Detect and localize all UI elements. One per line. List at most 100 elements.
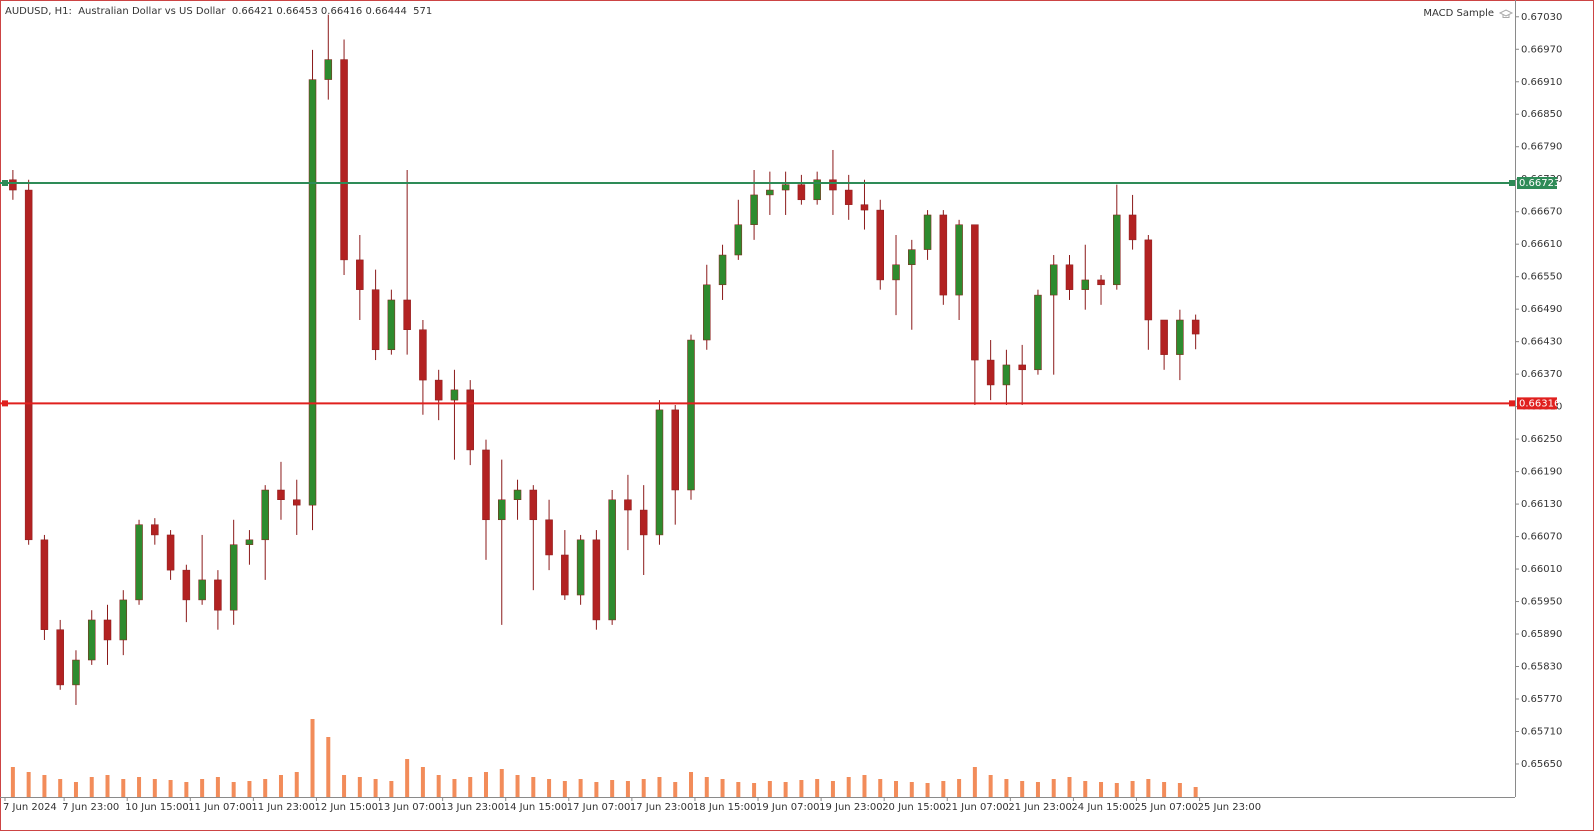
candle-body [545,519,553,556]
y-tick-label: 0.66610 [1521,239,1562,250]
volume-bar [736,782,741,797]
level-marker [1509,400,1515,407]
y-tick-label: 0.66130 [1521,499,1562,510]
candle-body [1065,264,1074,290]
volume-bar [1035,782,1040,797]
candle-body [876,209,884,281]
volume-bar [846,777,851,797]
candle-body [1144,239,1153,321]
volume-bar [562,781,567,797]
volume-bar [941,781,946,797]
candle-body [229,544,238,611]
volume-bar [1193,787,1198,797]
volume-bar [342,775,347,797]
volume-bar [641,779,646,797]
volume-bar [657,777,662,797]
x-tick-label: 17 Jun 23:00 [630,802,694,813]
volume-bar [1177,783,1182,797]
y-tick-label: 0.65650 [1521,759,1562,770]
volume-bar [610,780,615,797]
candle-body [466,389,474,451]
volume-bar [1051,779,1056,797]
candle-body [1097,279,1105,286]
volume-bar [1004,779,1009,797]
candle-body [245,539,254,545]
candle-body [419,329,427,381]
candle-body [844,189,853,205]
volume-bar [89,777,94,797]
candle-body [1081,279,1090,290]
y-tick-label: 0.67030 [1521,12,1562,23]
candle-body [923,214,932,250]
candle-body [1002,364,1011,386]
volume-bar [73,782,78,797]
candle-body [1049,264,1058,296]
candle-body [671,409,679,491]
candle-body [955,224,963,296]
volume-bar [894,781,899,797]
candle-body [687,339,695,491]
level-marker [2,400,8,407]
volume-bar [152,779,157,797]
candle-body [371,289,380,351]
volume-bar [815,779,820,797]
candle-body [1128,214,1137,241]
candle-body [624,499,632,511]
candle-body [56,629,64,686]
volume-bar [862,775,867,797]
candle-body [135,524,143,601]
volume-bar [799,780,804,797]
level-label: 0.66723 [1519,178,1560,189]
y-tick-label: 0.65890 [1521,629,1562,640]
candle-body [450,389,459,401]
volume-bar [278,775,283,797]
candle-body [387,299,396,351]
volume-bar [215,777,220,797]
candle-body [292,499,301,506]
y-tick-label: 0.66670 [1521,207,1562,218]
candle-body [403,299,411,330]
volume-bar [483,772,488,797]
y-tick-label: 0.66250 [1521,434,1562,445]
volume-bar [452,779,457,797]
y-tick-label: 0.66490 [1521,304,1562,315]
y-tick-label: 0.66430 [1521,337,1562,348]
candle-body [214,579,222,611]
volume-bar [925,783,930,797]
volume-bar [689,772,694,797]
candle-body [797,184,806,201]
volume-bar [436,775,441,797]
volume-bar [1099,782,1104,797]
volume-bar [1130,781,1135,797]
candle-body [1034,294,1042,371]
y-tick-label: 0.66010 [1521,564,1562,575]
level-label-box [1517,397,1557,410]
volume-bar [247,781,252,797]
volume-bar [357,777,362,797]
volume-bar [499,769,504,797]
candle-body [324,59,333,80]
y-tick-label: 0.66190 [1521,467,1562,478]
y-tick-label: 0.66970 [1521,44,1562,55]
volume-bar [767,781,772,797]
volume-bar [231,782,236,797]
candle-body [119,599,128,641]
x-tick-label: 14 Jun 15:00 [504,802,568,813]
x-tick-label: 25 Jun 07:00 [1135,802,1199,813]
volume-bar [957,779,962,797]
x-tick-label: 21 Jun 07:00 [945,802,1009,813]
volume-bar [420,767,425,797]
volume-bar [58,779,63,797]
candle-body [939,214,948,296]
y-tick-label: 0.66370 [1521,369,1562,380]
candle-body [1191,319,1200,335]
candle-body [1113,214,1121,286]
volume-bar [1162,782,1167,797]
candle-body [40,539,49,630]
volume-bar [10,767,15,797]
y-tick-label: 0.66910 [1521,77,1562,88]
level-label-box [1517,177,1557,190]
volume-bar [326,737,331,797]
